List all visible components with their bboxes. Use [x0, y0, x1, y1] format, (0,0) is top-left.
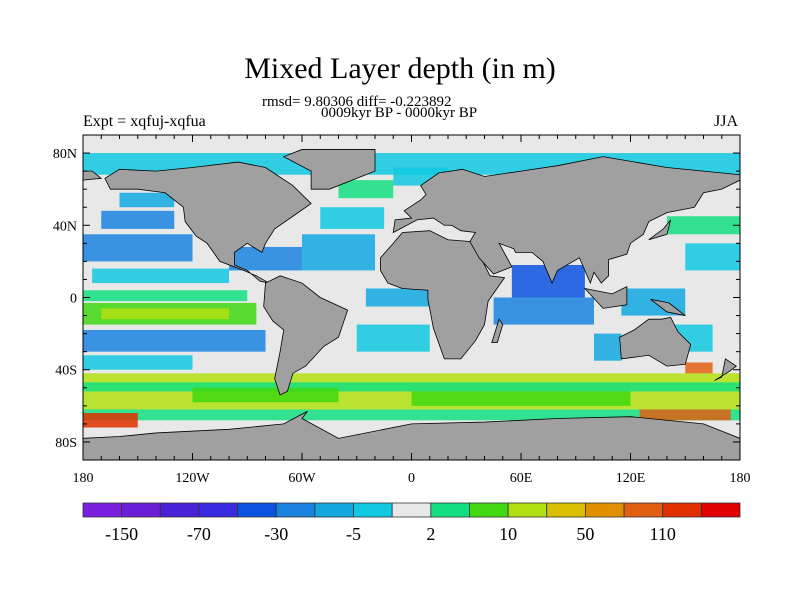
colorbar-box — [353, 502, 393, 518]
ocean-anomaly-patch — [229, 246, 302, 271]
landmass-borneo-sumatra — [583, 286, 628, 309]
ocean-anomaly-patch — [83, 413, 138, 428]
lon-tick-label: 0 — [408, 471, 415, 486]
colorbar-box — [700, 502, 741, 518]
lat-tick-label: 80N — [53, 147, 77, 162]
colorbar-box — [275, 502, 316, 518]
colorbar-label: 110 — [650, 524, 676, 544]
landmass-new-zealand — [714, 358, 738, 381]
colorbar-label: -150 — [105, 524, 138, 544]
ocean-anomaly-patch — [92, 268, 229, 284]
ocean-anomaly-patch — [119, 192, 175, 208]
ocean-anomaly-patch — [83, 330, 266, 352]
ocean-anomaly-patch — [685, 243, 740, 271]
ocean-anomaly-patch — [667, 216, 740, 235]
lat-tick-label: 40S — [55, 364, 77, 379]
map-field — [83, 135, 740, 460]
lon-tick-label: 60E — [510, 471, 533, 486]
ocean-anomaly-patch — [83, 234, 193, 262]
colorbar-box — [121, 502, 161, 518]
landmass-north-america — [104, 161, 312, 284]
stats-text: rmsd= 9.80306 diff= -0.223892 — [262, 94, 452, 110]
landmass-antarctica — [83, 410, 740, 460]
ocean-anomaly-patch — [639, 409, 731, 421]
landmass-australia — [619, 316, 692, 367]
landmass-new-guinea — [650, 298, 686, 316]
ocean-anomaly-patch — [594, 333, 622, 361]
ocean-anomaly-patch — [685, 362, 713, 374]
lat-tick-label: 40N — [53, 219, 77, 234]
ocean-anomaly-patch — [411, 391, 631, 406]
lat-tick-label: 0 — [70, 292, 77, 307]
colorbar-box — [585, 502, 625, 518]
lon-tick-label: 120E — [616, 471, 646, 486]
landmass-japan — [648, 219, 672, 241]
colorbar-box — [507, 502, 548, 518]
plot-title: Mixed Layer depth (in m) — [244, 52, 556, 85]
colorbar-box — [430, 502, 470, 518]
ocean-anomaly-patch — [356, 324, 430, 352]
lon-tick-label: 180 — [73, 471, 94, 486]
right-string: JJA — [714, 113, 739, 130]
landmass-chukotka — [83, 170, 103, 181]
colorbar-box — [469, 502, 509, 518]
colorbar-box — [159, 502, 200, 518]
lat-tick-label: 80S — [55, 436, 77, 451]
colorbar-box — [546, 502, 586, 518]
ocean-anomaly-patch — [493, 297, 594, 325]
colorbar-label: -70 — [187, 524, 211, 544]
colorbar-box — [82, 502, 123, 518]
colorbar-box — [237, 502, 277, 518]
ocean-anomaly-patch — [338, 180, 394, 199]
colorbar-label: 50 — [576, 524, 594, 544]
landmass-greenland — [282, 149, 376, 190]
lon-tick-label: 60W — [288, 471, 316, 486]
colorbar-label: -30 — [264, 524, 288, 544]
ocean-anomaly-patch — [101, 308, 229, 320]
ocean-anomaly-patch — [192, 387, 339, 403]
landmass-south-america — [263, 275, 349, 396]
landmass-africa — [380, 230, 506, 360]
colorbar-label: -5 — [346, 524, 361, 544]
lon-tick-label: 120W — [175, 471, 210, 486]
landmass-eurasia — [392, 156, 740, 285]
colorbar-box — [198, 502, 238, 518]
landmass-madagascar — [491, 318, 504, 344]
colorbar-box — [623, 502, 664, 518]
ocean-anomaly-patch — [83, 409, 740, 421]
plot-subtitle: 0009kyr BP - 0000kyr BP — [321, 105, 478, 121]
ocean-anomaly-patch — [302, 234, 375, 271]
ocean-anomaly-patch — [365, 288, 430, 307]
colorbar-box — [391, 502, 432, 518]
ocean-anomaly-patch — [83, 290, 248, 302]
ocean-anomaly-patch — [320, 207, 385, 229]
colorbar-label: 2 — [426, 524, 435, 544]
colorbar-box — [314, 502, 354, 518]
colorbar-label: 10 — [499, 524, 517, 544]
ocean-anomaly-patch — [83, 355, 193, 370]
colorbar-box — [662, 502, 702, 518]
ocean-anomaly-patch — [101, 210, 175, 229]
ocean-anomaly-patch — [83, 382, 740, 392]
left-string: Expt = xqfuj-xqfua — [83, 113, 206, 130]
lon-tick-label: 180 — [730, 471, 751, 486]
